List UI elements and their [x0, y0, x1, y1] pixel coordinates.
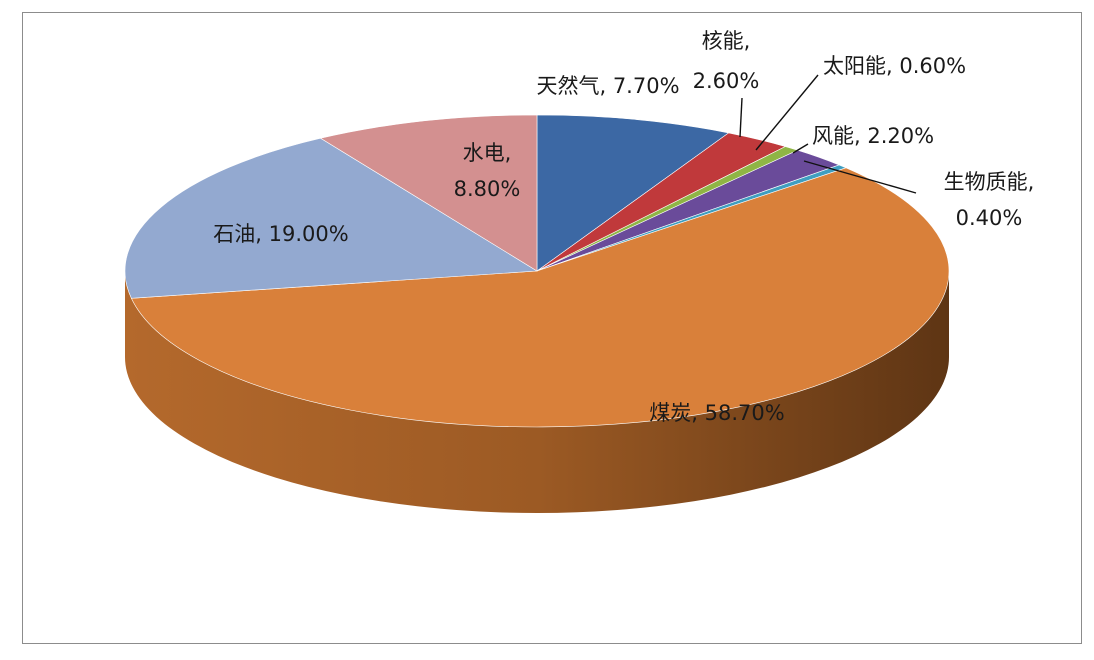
leader-line-2 — [739, 97, 743, 138]
data-label-8-line-2: 8.80% — [454, 177, 521, 201]
data-label-2-line-1: 核能, — [702, 29, 751, 53]
data-label-1: 天然气, 7.70% — [536, 74, 679, 98]
data-label-5-line-2: 0.40% — [956, 206, 1023, 230]
leader-line-3 — [755, 74, 819, 151]
pie-side-wall — [125, 271, 949, 513]
data-label-2-line-2: 2.60% — [693, 69, 760, 93]
leader-line-5 — [803, 160, 917, 194]
pie-slice-8 — [319, 114, 538, 272]
pie-chart: 天然气, 7.70% 核能, 2.60% 太阳能, 0.60% 风能, 2.20% 生物质… — [124, 29, 1035, 513]
data-label-5-line-1: 生物质能, — [944, 170, 1035, 194]
pie-slice-7 — [124, 137, 538, 299]
chart-frame: 天然气, 7.70% 核能, 2.60% 太阳能, 0.60% 风能, 2.20% 生物质… — [22, 12, 1082, 644]
pie-slice-6 — [130, 167, 950, 428]
pie-slice-1 — [536, 114, 730, 272]
data-label-6: 煤炭, 58.70% — [649, 401, 784, 425]
data-label-8-line-1: 水电, — [463, 141, 512, 165]
data-label-7: 石油, 19.00% — [213, 222, 348, 246]
data-label-3: 太阳能, 0.60% — [823, 54, 966, 78]
data-label-4: 风能, 2.20% — [812, 124, 934, 148]
leader-line-4 — [792, 143, 809, 154]
